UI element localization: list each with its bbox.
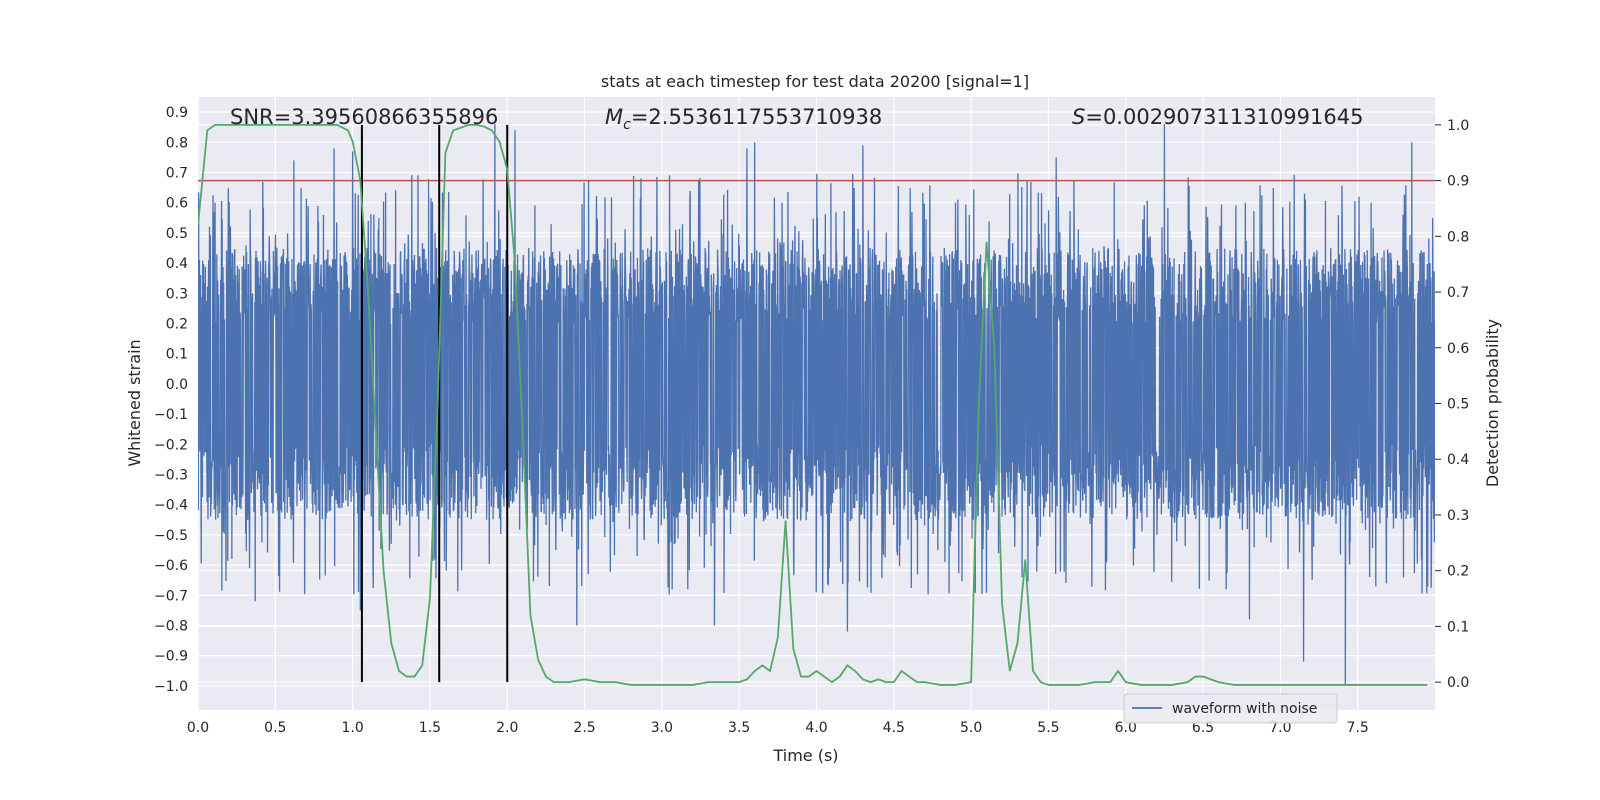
y-tick-label-right: 1.0 <box>1447 118 1469 134</box>
y-tick-label-left: 0.7 <box>166 165 188 181</box>
y-tick-label-left: −0.1 <box>154 407 188 423</box>
waveform-series-line <box>198 124 1435 686</box>
snr-annotation: SNR=3.39560866355896 <box>230 105 498 129</box>
x-tick-label: 3.5 <box>728 720 750 736</box>
y-axis-right-ticks: 1.0 0.9 0.8 0.7 0.6 0.5 0.4 0.3 0.2 0.1 0.0 <box>1435 118 1469 691</box>
s-statistic-value: =0.002907311310991645 <box>1085 105 1363 129</box>
y-tick-label-left: −0.9 <box>154 649 188 665</box>
x-tick-label: 0.0 <box>187 720 209 736</box>
x-tick-label: 1.5 <box>419 720 441 736</box>
y-tick-label-right: 0.0 <box>1447 675 1469 691</box>
y-tick-label-right: 0.9 <box>1447 174 1469 190</box>
y-tick-label-right: 0.5 <box>1447 397 1469 413</box>
y-tick-label-left: 0.5 <box>166 226 188 242</box>
y-tick-label-left: −1.0 <box>154 679 188 695</box>
y-tick-label-right: 0.3 <box>1447 508 1469 524</box>
x-tick-label: 3.0 <box>651 720 673 736</box>
x-tick-label: 2.5 <box>573 720 595 736</box>
y-tick-label-left: −0.5 <box>154 528 188 544</box>
x-tick-label: 4.5 <box>883 720 905 736</box>
y-tick-label-left: −0.6 <box>154 558 188 574</box>
chirp-mass-symbol: M <box>605 105 623 129</box>
x-axis-ticks: 0.0 0.5 1.0 1.5 2.0 2.5 3.0 3.5 4.0 4.5 5.0 5.5 6.0 6… <box>187 720 1369 736</box>
y-tick-label-left: −0.7 <box>154 588 188 604</box>
x-tick-label: 0.5 <box>264 720 286 736</box>
y-tick-label-left: 0.2 <box>166 316 188 332</box>
chirp-mass-value: =2.5536117553710938 <box>631 105 882 129</box>
legend: waveform with noise <box>1123 693 1338 724</box>
x-tick-label: 4.0 <box>805 720 827 736</box>
chirp-mass-subscript: c <box>623 117 631 133</box>
y-tick-label-left: −0.4 <box>154 498 188 514</box>
vertical-markers <box>360 124 509 683</box>
y-tick-label-left: −0.8 <box>154 618 188 634</box>
x-tick-label: 6.5 <box>1192 720 1214 736</box>
x-tick-label: 7.0 <box>1269 720 1291 736</box>
x-axis-label: Time (s) <box>772 746 838 765</box>
y-tick-label-left: 0.8 <box>166 135 188 151</box>
y-tick-label-right: 0.7 <box>1447 285 1469 301</box>
y-tick-label-right: 0.1 <box>1447 619 1469 635</box>
x-tick-label: 5.0 <box>960 720 982 736</box>
y-tick-label-right: 0.6 <box>1447 341 1469 357</box>
y-tick-label-left: −0.3 <box>154 467 188 483</box>
y-tick-label-left: 0.9 <box>166 105 188 121</box>
y-tick-label-left: 0.0 <box>166 377 188 393</box>
y-tick-label-right: 0.8 <box>1447 229 1469 245</box>
x-tick-label: 5.5 <box>1037 720 1059 736</box>
y-axis-right-label: Detection probability <box>1483 319 1502 487</box>
y-tick-label-left: 0.4 <box>166 256 188 272</box>
y-tick-label-left: 0.3 <box>166 286 188 302</box>
legend-label: waveform with noise <box>1172 701 1317 717</box>
y-tick-label-right: 0.2 <box>1447 564 1469 580</box>
chirp-mass-annotation: Mc=2.5536117553710938 <box>605 105 882 133</box>
y-tick-label-right: 0.4 <box>1447 452 1469 468</box>
x-tick-label: 7.5 <box>1347 720 1369 736</box>
y-tick-label-left: −0.2 <box>154 437 188 453</box>
x-tick-label: 1.0 <box>341 720 363 736</box>
s-statistic-annotation: S=0.002907311310991645 <box>1072 105 1363 129</box>
chart-title: stats at each timestep for test data 202… <box>601 72 1029 91</box>
legend-box <box>1123 693 1338 724</box>
x-tick-label: 2.0 <box>496 720 518 736</box>
y-tick-label-left: 0.6 <box>166 196 188 212</box>
y-axis-left-label: Whitened strain <box>125 339 144 466</box>
y-tick-label-left: 0.1 <box>166 347 188 363</box>
s-statistic-symbol: S <box>1072 105 1085 129</box>
y-axis-left-ticks: 0.9 0.8 0.7 0.6 0.5 0.4 0.3 0.2 0.1 0.0 −0.1 −0.2 −0… <box>154 105 188 695</box>
x-tick-label: 6.0 <box>1115 720 1137 736</box>
probability-series-line <box>198 123 1428 686</box>
